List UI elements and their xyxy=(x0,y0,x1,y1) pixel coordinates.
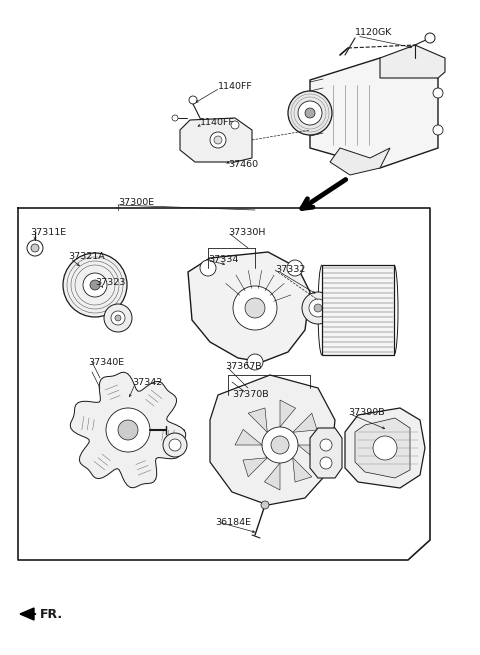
Circle shape xyxy=(163,433,187,457)
Polygon shape xyxy=(298,445,325,460)
Circle shape xyxy=(233,286,277,330)
Text: 36184E: 36184E xyxy=(215,518,251,527)
Circle shape xyxy=(104,304,132,332)
Text: 1120GK: 1120GK xyxy=(355,28,392,37)
Text: 37460: 37460 xyxy=(228,160,258,169)
Polygon shape xyxy=(322,265,394,355)
Circle shape xyxy=(245,298,265,318)
Circle shape xyxy=(288,91,332,135)
Circle shape xyxy=(115,315,121,321)
Circle shape xyxy=(433,88,443,98)
Text: 1140FF: 1140FF xyxy=(200,118,235,127)
Text: 37332: 37332 xyxy=(275,265,305,274)
Circle shape xyxy=(287,260,303,276)
Text: 37370B: 37370B xyxy=(232,390,269,399)
Circle shape xyxy=(83,273,107,297)
Polygon shape xyxy=(293,413,317,432)
Text: 1140FF: 1140FF xyxy=(218,82,253,91)
Circle shape xyxy=(261,501,269,509)
Polygon shape xyxy=(210,375,335,505)
Polygon shape xyxy=(248,408,267,432)
Circle shape xyxy=(31,244,39,252)
Circle shape xyxy=(63,253,127,317)
Circle shape xyxy=(305,108,315,118)
Circle shape xyxy=(302,292,334,324)
Circle shape xyxy=(27,240,43,256)
Text: 37300E: 37300E xyxy=(118,198,154,207)
Circle shape xyxy=(210,132,226,148)
Polygon shape xyxy=(280,400,296,427)
Circle shape xyxy=(425,33,435,43)
Text: 37311E: 37311E xyxy=(30,228,66,237)
Circle shape xyxy=(314,304,322,312)
Circle shape xyxy=(189,96,197,104)
Polygon shape xyxy=(310,428,342,478)
Circle shape xyxy=(320,439,332,451)
Circle shape xyxy=(118,420,138,440)
Text: 37342: 37342 xyxy=(132,378,162,387)
Circle shape xyxy=(271,436,289,454)
Polygon shape xyxy=(293,458,312,482)
Text: 37390B: 37390B xyxy=(348,408,384,417)
Polygon shape xyxy=(355,418,410,478)
Polygon shape xyxy=(188,252,310,362)
Circle shape xyxy=(262,427,298,463)
Circle shape xyxy=(373,436,397,460)
Circle shape xyxy=(90,280,100,290)
Circle shape xyxy=(247,354,263,370)
Circle shape xyxy=(214,136,222,144)
Text: 37334: 37334 xyxy=(208,255,239,264)
Text: 37321A: 37321A xyxy=(68,252,105,261)
Polygon shape xyxy=(330,148,390,175)
Polygon shape xyxy=(235,430,262,445)
Text: 37367B: 37367B xyxy=(225,362,262,371)
Circle shape xyxy=(298,101,322,125)
Circle shape xyxy=(111,311,125,325)
Polygon shape xyxy=(345,408,425,488)
Polygon shape xyxy=(20,608,34,620)
Circle shape xyxy=(433,125,443,135)
Polygon shape xyxy=(70,372,186,488)
Circle shape xyxy=(320,457,332,469)
Circle shape xyxy=(169,439,181,451)
Circle shape xyxy=(172,115,178,121)
Circle shape xyxy=(200,260,216,276)
Circle shape xyxy=(106,408,150,452)
Text: 37340E: 37340E xyxy=(88,358,124,367)
Text: 37323: 37323 xyxy=(95,278,125,287)
Text: 37330H: 37330H xyxy=(228,228,265,237)
Polygon shape xyxy=(380,45,445,78)
Polygon shape xyxy=(310,58,438,168)
Polygon shape xyxy=(180,118,252,162)
Polygon shape xyxy=(243,458,267,477)
Text: FR.: FR. xyxy=(40,607,63,620)
Polygon shape xyxy=(264,463,280,490)
Circle shape xyxy=(309,299,327,317)
Circle shape xyxy=(231,121,239,129)
